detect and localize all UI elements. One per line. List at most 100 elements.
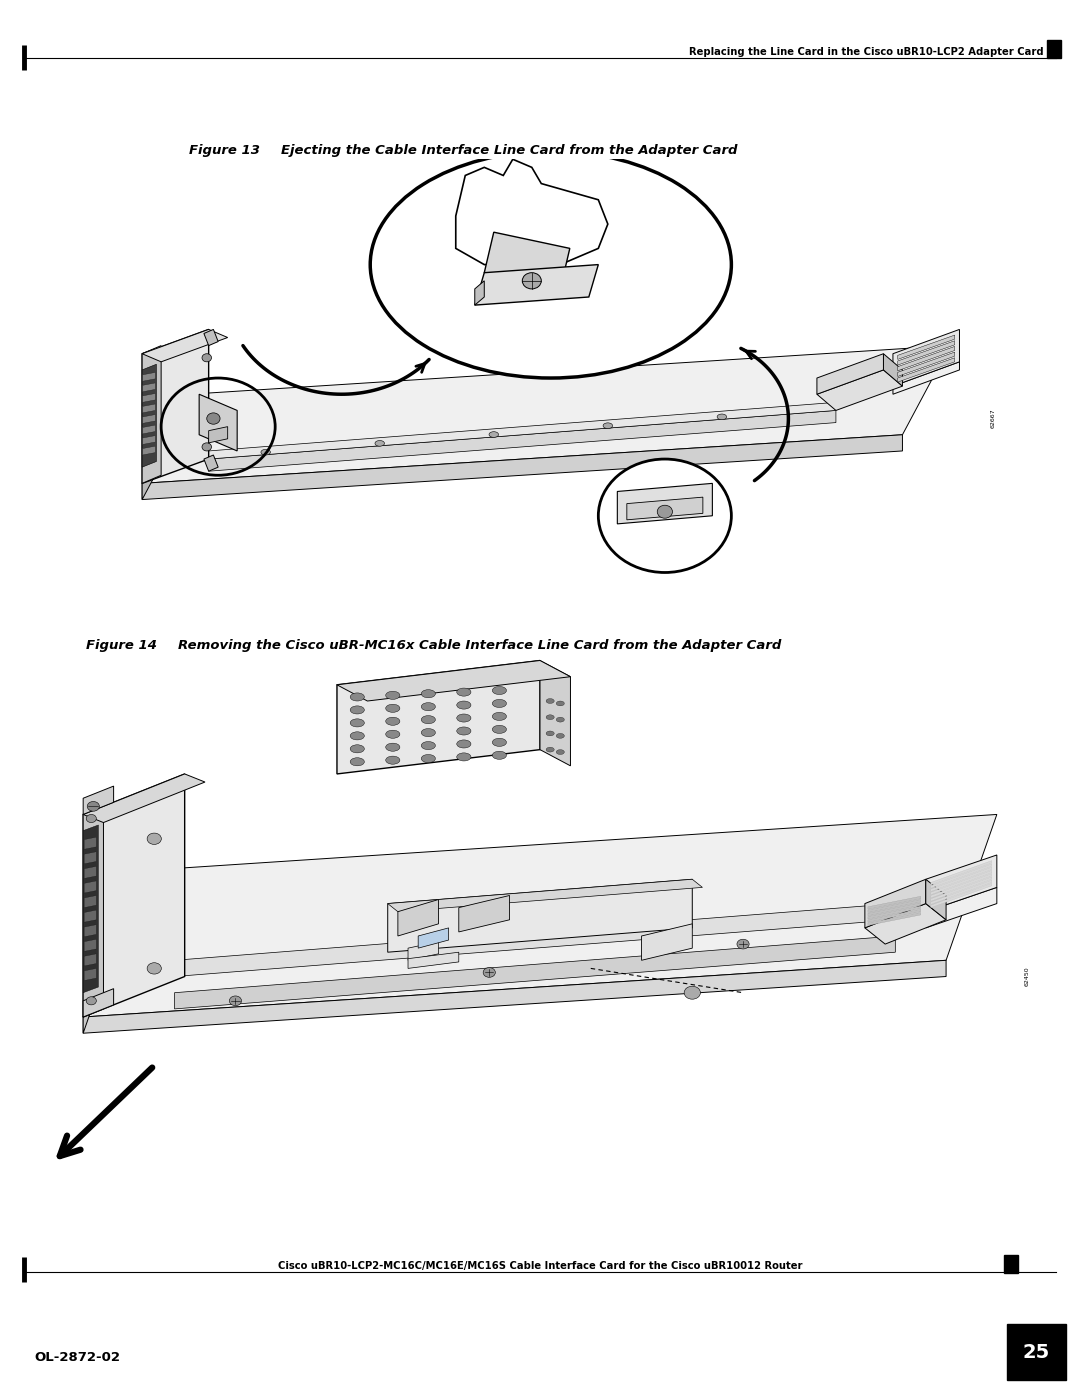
Text: OL-2872-02: OL-2872-02 bbox=[35, 1351, 121, 1365]
Bar bbox=[1047, 39, 1061, 59]
Ellipse shape bbox=[421, 690, 435, 697]
Polygon shape bbox=[897, 352, 955, 376]
Ellipse shape bbox=[350, 745, 364, 753]
Polygon shape bbox=[83, 806, 104, 1017]
Text: 25: 25 bbox=[1023, 1343, 1050, 1362]
Polygon shape bbox=[865, 879, 926, 928]
Polygon shape bbox=[143, 394, 190, 500]
Polygon shape bbox=[868, 900, 920, 912]
Polygon shape bbox=[199, 394, 238, 451]
Ellipse shape bbox=[386, 756, 400, 764]
Ellipse shape bbox=[492, 700, 507, 707]
Polygon shape bbox=[204, 455, 218, 471]
Polygon shape bbox=[865, 904, 946, 944]
Ellipse shape bbox=[350, 732, 364, 740]
Polygon shape bbox=[208, 426, 228, 443]
Bar bbox=[1004, 1255, 1017, 1273]
Circle shape bbox=[658, 506, 673, 518]
Polygon shape bbox=[143, 415, 156, 423]
Polygon shape bbox=[926, 879, 946, 919]
Circle shape bbox=[598, 460, 731, 573]
Polygon shape bbox=[84, 866, 96, 879]
Ellipse shape bbox=[603, 423, 612, 429]
Circle shape bbox=[229, 996, 242, 1006]
Polygon shape bbox=[931, 863, 991, 888]
Ellipse shape bbox=[556, 750, 565, 754]
Ellipse shape bbox=[457, 701, 471, 710]
Polygon shape bbox=[540, 661, 570, 766]
Polygon shape bbox=[83, 826, 98, 993]
Polygon shape bbox=[893, 362, 959, 394]
Ellipse shape bbox=[386, 731, 400, 738]
Polygon shape bbox=[816, 353, 883, 394]
Ellipse shape bbox=[386, 704, 400, 712]
Polygon shape bbox=[418, 928, 448, 949]
Ellipse shape bbox=[457, 714, 471, 722]
Polygon shape bbox=[83, 989, 113, 1017]
Ellipse shape bbox=[717, 414, 727, 419]
Polygon shape bbox=[868, 909, 920, 922]
Text: Cisco uBR10-LCP2-MC16C/MC16E/MC16S Cable Interface Card for the Cisco uBR10012 R: Cisco uBR10-LCP2-MC16C/MC16E/MC16S Cable… bbox=[278, 1261, 802, 1271]
Ellipse shape bbox=[421, 742, 435, 750]
Ellipse shape bbox=[350, 693, 364, 701]
Polygon shape bbox=[337, 661, 540, 774]
Circle shape bbox=[684, 986, 701, 999]
Ellipse shape bbox=[556, 717, 565, 722]
Polygon shape bbox=[642, 923, 692, 960]
Ellipse shape bbox=[370, 151, 731, 379]
Polygon shape bbox=[484, 232, 570, 289]
Ellipse shape bbox=[457, 753, 471, 761]
Polygon shape bbox=[931, 883, 991, 908]
Polygon shape bbox=[175, 904, 895, 977]
Text: Replacing the Line Card in the Cisco uBR10-LCP2 Adapter Card: Replacing the Line Card in the Cisco uBR… bbox=[689, 47, 1043, 57]
Polygon shape bbox=[868, 912, 920, 925]
Polygon shape bbox=[926, 887, 997, 928]
Text: Figure 13: Figure 13 bbox=[189, 144, 260, 158]
Polygon shape bbox=[208, 402, 836, 460]
Polygon shape bbox=[408, 953, 459, 968]
Circle shape bbox=[87, 802, 99, 812]
Polygon shape bbox=[143, 345, 161, 483]
Polygon shape bbox=[475, 281, 484, 305]
Circle shape bbox=[206, 414, 220, 425]
Ellipse shape bbox=[556, 701, 565, 705]
Polygon shape bbox=[83, 774, 185, 1017]
Ellipse shape bbox=[546, 747, 554, 752]
Text: Figure 14: Figure 14 bbox=[86, 638, 158, 652]
Polygon shape bbox=[926, 855, 997, 912]
Text: Removing the Cisco uBR-MC16x Cable Interface Line Card from the Adapter Card: Removing the Cisco uBR-MC16x Cable Inter… bbox=[178, 638, 782, 652]
Ellipse shape bbox=[421, 703, 435, 711]
Bar bbox=[1007, 1324, 1066, 1380]
Ellipse shape bbox=[261, 450, 270, 455]
Polygon shape bbox=[868, 897, 920, 909]
Ellipse shape bbox=[492, 752, 507, 760]
Polygon shape bbox=[897, 346, 955, 370]
Polygon shape bbox=[618, 483, 713, 524]
Ellipse shape bbox=[421, 715, 435, 724]
Polygon shape bbox=[175, 936, 895, 1009]
Polygon shape bbox=[143, 383, 156, 391]
Polygon shape bbox=[143, 446, 156, 455]
Ellipse shape bbox=[421, 729, 435, 736]
Polygon shape bbox=[83, 774, 205, 823]
Polygon shape bbox=[868, 907, 920, 919]
Polygon shape bbox=[83, 872, 134, 1034]
Polygon shape bbox=[143, 425, 156, 434]
Text: 62667: 62667 bbox=[990, 409, 996, 429]
Circle shape bbox=[202, 443, 212, 451]
Polygon shape bbox=[337, 661, 570, 701]
Ellipse shape bbox=[457, 689, 471, 696]
Polygon shape bbox=[143, 394, 156, 402]
Ellipse shape bbox=[386, 717, 400, 725]
Polygon shape bbox=[893, 330, 959, 386]
Polygon shape bbox=[143, 404, 156, 414]
Polygon shape bbox=[143, 434, 903, 500]
Ellipse shape bbox=[489, 432, 499, 437]
Circle shape bbox=[483, 968, 496, 978]
Polygon shape bbox=[84, 968, 96, 981]
Text: Ejecting the Cable Interface Line Card from the Adapter Card: Ejecting the Cable Interface Line Card f… bbox=[281, 144, 738, 158]
Circle shape bbox=[86, 814, 96, 823]
Polygon shape bbox=[459, 895, 510, 932]
Ellipse shape bbox=[421, 754, 435, 763]
Ellipse shape bbox=[457, 740, 471, 747]
